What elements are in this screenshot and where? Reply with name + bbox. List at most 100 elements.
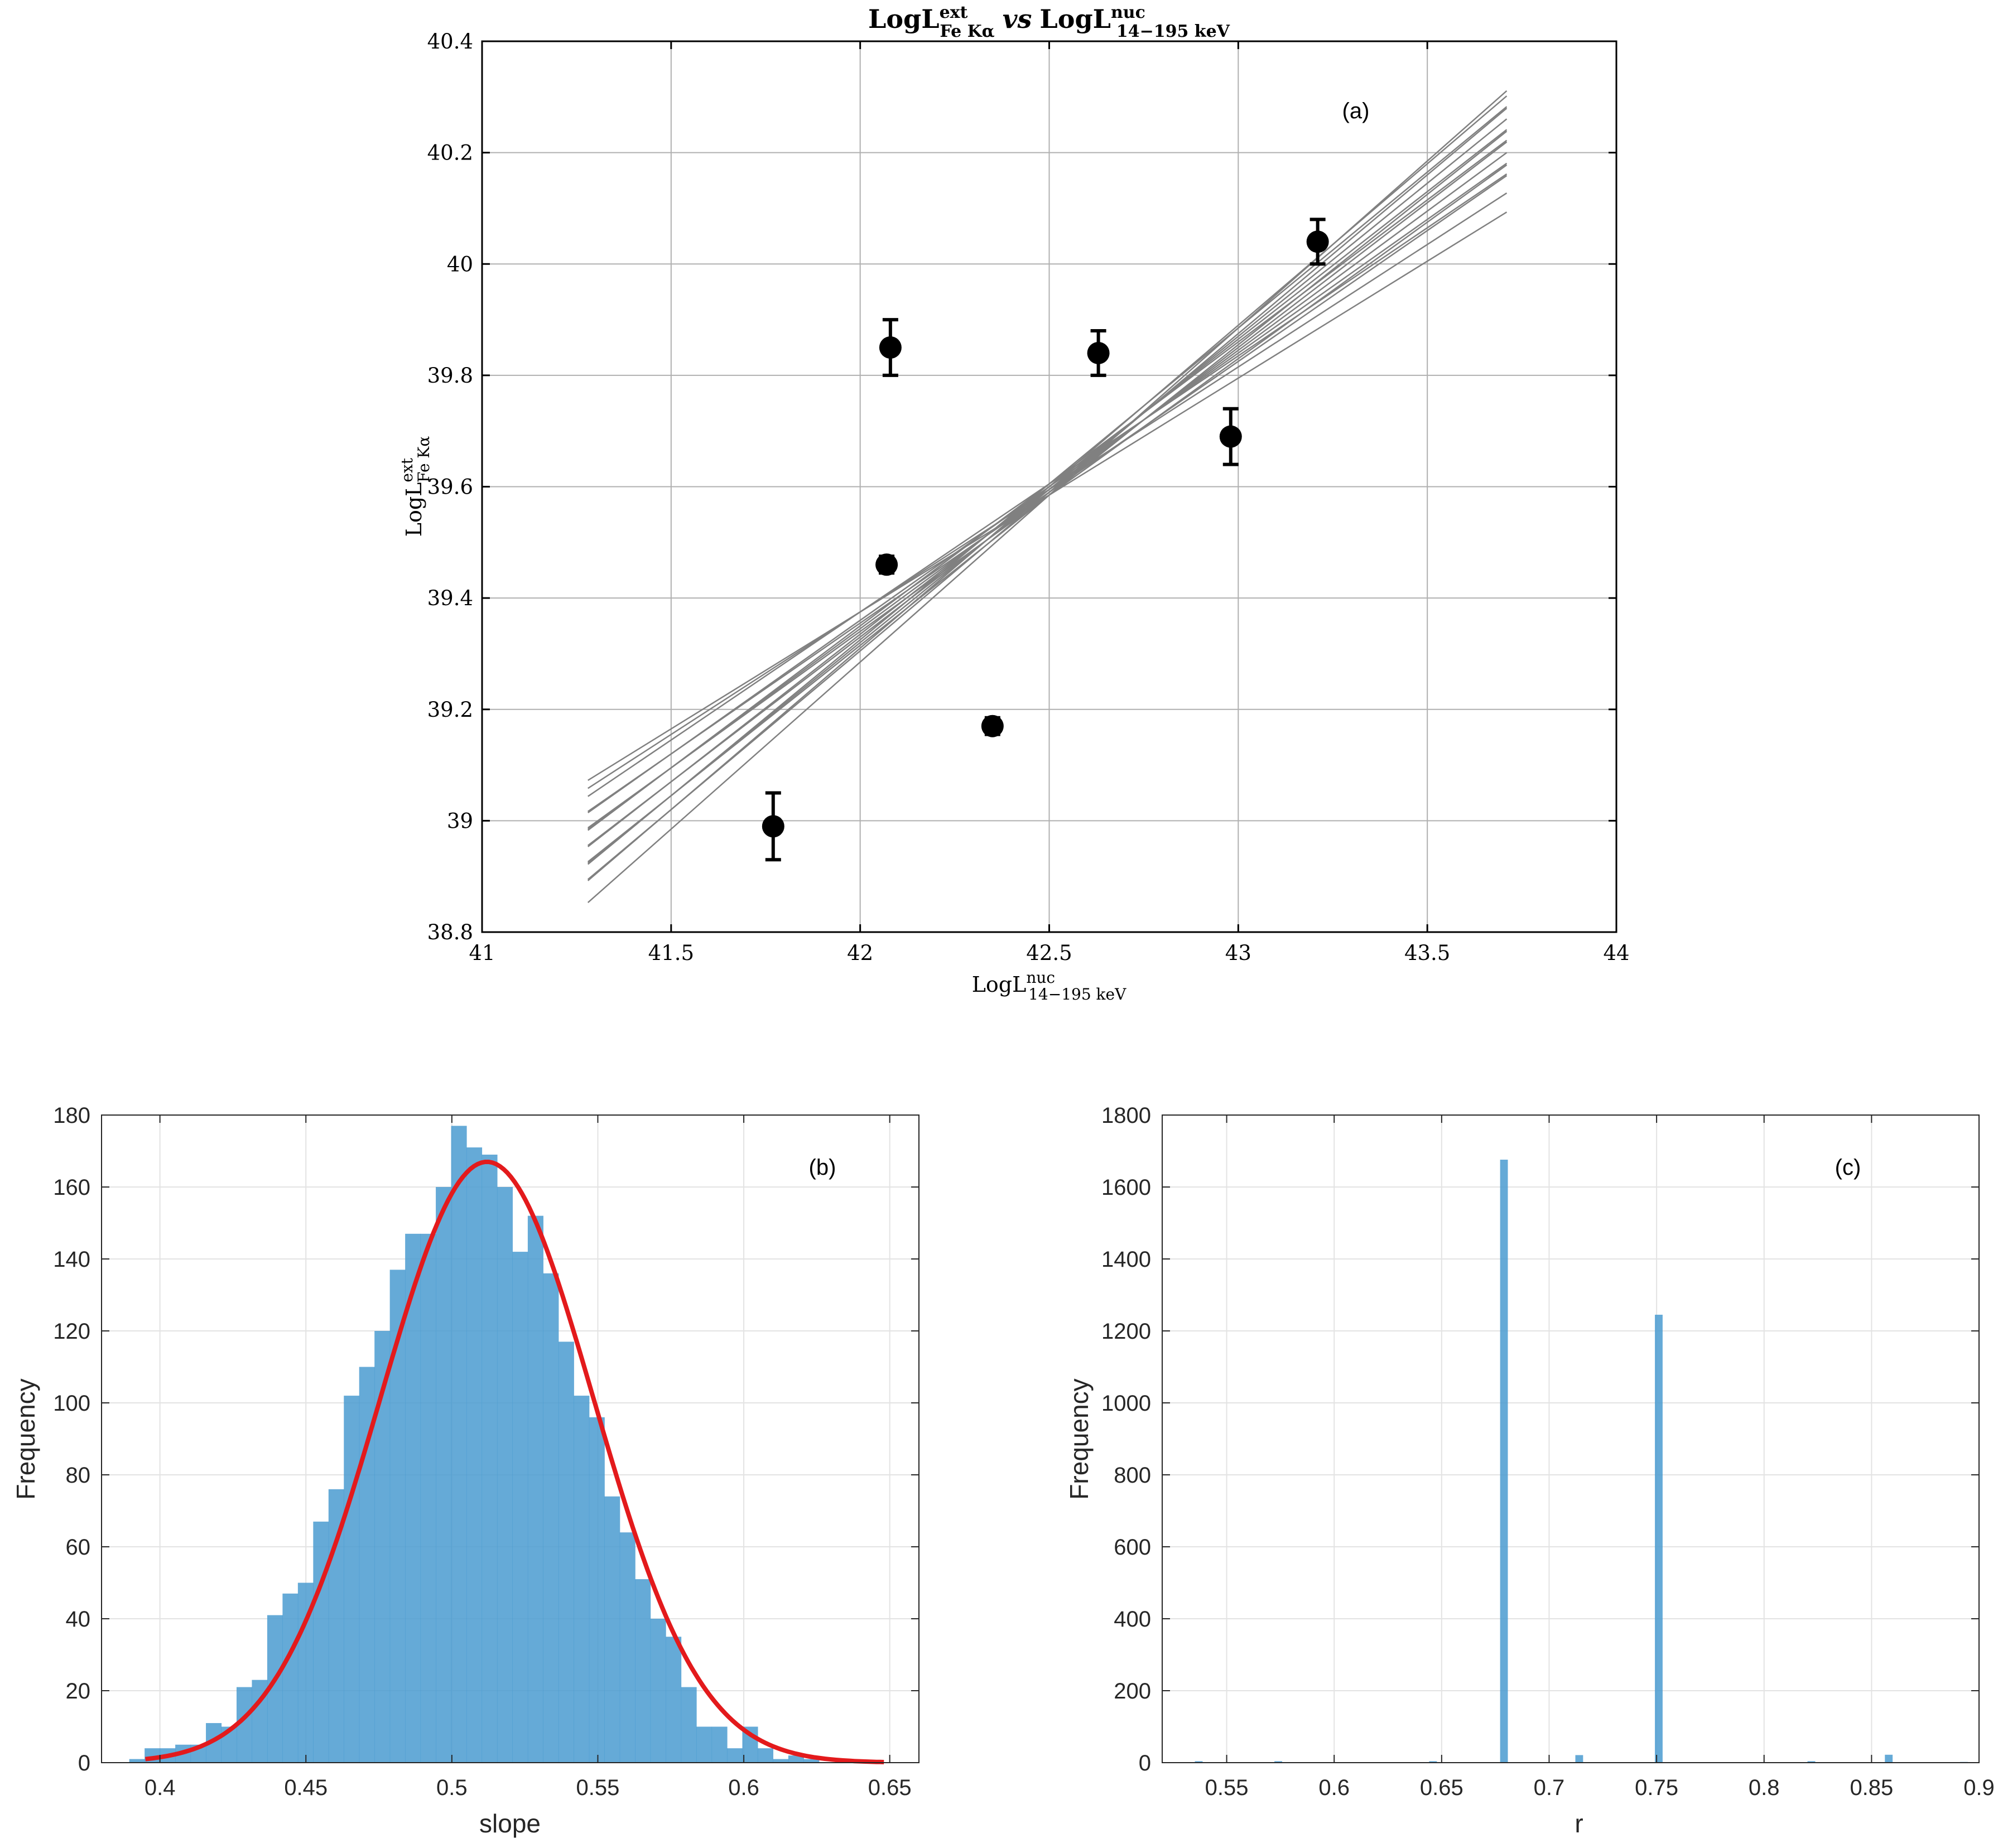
- panel-a-data-point: [762, 791, 784, 862]
- panel-b-x-tick-label: 0.5: [436, 1775, 468, 1800]
- panel-b-y-tick-label: 120: [53, 1319, 90, 1344]
- panel-b-y-tick-label: 160: [53, 1175, 90, 1200]
- panel-c-axes-box: [1162, 1114, 1980, 1763]
- panel-c-y-tick-label: 1000: [1101, 1391, 1151, 1416]
- panel-b-y-tick-label: 80: [66, 1463, 91, 1488]
- panel-c-y-tick-labels: 0 200 400 600 800 1000 1200 1400 1600 1800: [1101, 1103, 1151, 1775]
- panel-b-bar: [558, 1342, 574, 1763]
- panel-c-y-axis-label: Frequency: [1065, 1378, 1094, 1499]
- panel-a-y-tick-label: 39.4: [427, 586, 473, 610]
- panel-b-y-tick-label: 60: [66, 1535, 91, 1560]
- panel-c-y-tick-label: 1600: [1101, 1175, 1151, 1200]
- panel-c-x-axis-label: r: [1575, 1809, 1583, 1838]
- panel-a-data-point: [981, 715, 1004, 737]
- panel-a-y-axis-label: LogLextFe Kα: [398, 436, 433, 537]
- panel-a-fit-line: [587, 118, 1508, 864]
- panel-b-bar: [527, 1215, 543, 1763]
- panel-a-fit-line: [587, 108, 1508, 880]
- panel-a-data-point: [875, 553, 898, 576]
- panel-b-gaussian-fit-curve: [145, 1160, 884, 1764]
- panel-b-bar: [788, 1755, 804, 1763]
- panel-a-y-tick-label: 40: [447, 252, 473, 276]
- panel-a-x-tick-label: 42: [847, 941, 873, 965]
- panel-c-bar: [1195, 1761, 1203, 1763]
- panel-b-bar: [129, 1759, 145, 1763]
- panel-a-x-axis-label: LogLnuc 14−195 keV: [972, 968, 1126, 1003]
- panel-b-bars: [129, 1126, 820, 1763]
- panel-a-marker: [1306, 230, 1329, 253]
- panel-c-x-tick-label: 0.65: [1420, 1775, 1463, 1800]
- panel-a-y-tick-label: 39: [447, 809, 473, 833]
- panel-a-x-tick-label: 41: [469, 941, 495, 965]
- panel-a-data-points: [762, 218, 1329, 862]
- panel-a-scatter: 41 41.5 42 42.5 43 43.5 44 38.83939.239.439.63…: [398, 3, 1630, 1003]
- panel-b-bar: [650, 1619, 666, 1763]
- panel-b-x-tick-label: 0.55: [576, 1775, 620, 1800]
- panel-c-bar: [1575, 1755, 1583, 1763]
- panel-b-x-tick-labels: 0.4 0.45 0.5 0.55 0.6 0.65: [145, 1775, 912, 1800]
- panel-a-marker: [1087, 341, 1110, 364]
- panel-a-tick-marks: [481, 40, 1617, 933]
- panel-a-data-point: [879, 318, 902, 377]
- panel-c-bar: [1655, 1314, 1663, 1763]
- panel-c-x-tick-label: 0.8: [1749, 1775, 1780, 1800]
- panel-a-marker: [1219, 425, 1242, 448]
- panel-c-x-tick-label: 0.85: [1850, 1775, 1893, 1800]
- panel-a-x-tick-label: 43.5: [1404, 941, 1450, 965]
- panel-b-y-tick-label: 180: [53, 1103, 90, 1128]
- panel-b-y-tick-labels: 0 20 40 60 80 100 120 140 160 180: [53, 1103, 90, 1775]
- panel-c-histogram: 0.55 0.6 0.65 0.7 0.75 0.8 0.85 0.9 0 200 400 600 8…: [1065, 1103, 1995, 1838]
- panel-a-y-tick-label: 39.6: [427, 475, 473, 499]
- panel-c-bar: [1274, 1761, 1282, 1763]
- panel-c-x-tick-label: 0.55: [1205, 1775, 1249, 1800]
- panel-a-marker: [981, 715, 1004, 737]
- panel-b-x-tick-label: 0.6: [728, 1775, 759, 1800]
- panel-b-y-tick-label: 140: [53, 1247, 90, 1272]
- panel-a-annotation: (a): [1342, 99, 1370, 123]
- panel-b-bar: [574, 1396, 590, 1763]
- panel-a-fit-line: [587, 90, 1508, 904]
- panel-c-x-tick-label: 0.6: [1318, 1775, 1350, 1800]
- panel-b-tick-marks: [102, 1114, 919, 1763]
- panel-c-y-tick-label: 600: [1114, 1535, 1151, 1560]
- panel-b-bar: [482, 1154, 498, 1763]
- panel-a-data-point: [1219, 407, 1242, 466]
- panel-b-x-axis-label: slope: [479, 1809, 541, 1838]
- panel-b-bar: [451, 1126, 467, 1763]
- panel-a-fit-lines: [587, 90, 1508, 904]
- panel-b-y-tick-label: 20: [66, 1679, 91, 1704]
- panel-c-x-tick-label: 0.9: [1963, 1775, 1995, 1800]
- panel-a-fit-line: [587, 106, 1508, 865]
- panel-b-bar: [282, 1593, 299, 1763]
- panel-c-bar: [1500, 1159, 1508, 1763]
- panel-a-y-tick-label: 40.4: [427, 30, 473, 54]
- panel-c-x-tick-label: 0.7: [1534, 1775, 1565, 1800]
- panel-b-bar: [313, 1521, 329, 1763]
- panel-b-x-tick-label: 0.45: [284, 1775, 328, 1800]
- panel-b-bar: [619, 1532, 635, 1763]
- panel-b-bar: [589, 1417, 605, 1763]
- panel-c-bar: [1429, 1761, 1437, 1763]
- panel-b-bar: [436, 1187, 452, 1763]
- panel-a-y-tick-labels: 38.8 39 39.2 39.4 39.6 39.8 40 40.2 40.4: [427, 30, 473, 944]
- panel-b-annotation: (b): [809, 1155, 836, 1180]
- panel-a-data-point: [1087, 329, 1110, 377]
- panel-b-bar: [543, 1273, 559, 1763]
- panel-b-y-tick-label: 40: [66, 1607, 91, 1632]
- panel-a-x-tick-labels: 41 41.5 42 42.5 43 43.5 44: [469, 941, 1629, 965]
- panel-b-y-tick-label: 0: [78, 1751, 90, 1775]
- panel-a-y-tick-label: 40.2: [427, 141, 473, 165]
- panel-b-histogram: 0.4 0.45 0.5 0.55 0.6 0.65 0 20 40 60 80 100 120 140…: [11, 1103, 919, 1838]
- panel-a-y-tick-label: 39.8: [427, 364, 473, 388]
- panel-c-y-tick-label: 0: [1139, 1751, 1151, 1775]
- panel-b-bar: [466, 1147, 483, 1763]
- panel-a-x-tick-label: 43: [1225, 941, 1251, 965]
- panel-c-y-tick-label: 1800: [1101, 1103, 1151, 1128]
- panel-b-bar: [711, 1726, 728, 1763]
- panel-a-data-point: [1306, 218, 1329, 266]
- panel-c-y-tick-label: 1400: [1101, 1247, 1151, 1272]
- panel-a-y-tick-label: 38.8: [427, 920, 473, 944]
- panel-b-axes-box: [101, 1114, 919, 1763]
- panel-b-x-tick-label: 0.65: [868, 1775, 912, 1800]
- panel-c-y-tick-label: 800: [1114, 1463, 1151, 1488]
